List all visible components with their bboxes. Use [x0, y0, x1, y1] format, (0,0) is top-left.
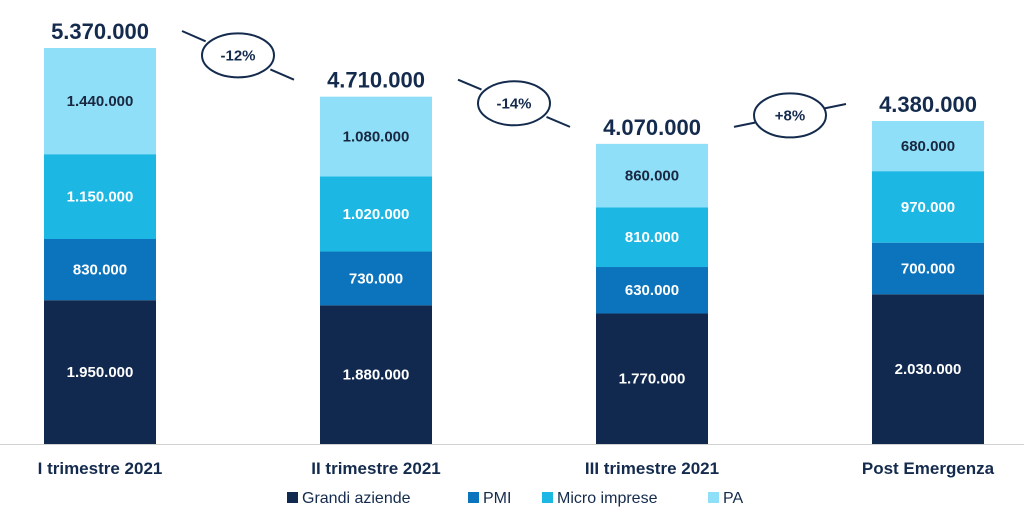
legend-swatch: [287, 492, 298, 503]
segment-value-label: 1.440.000: [67, 93, 134, 110]
category-label: I trimestre 2021: [38, 459, 163, 478]
change-connector: [181, 30, 207, 43]
segment-value-label: 2.030.000: [895, 361, 962, 378]
change-badge: [477, 80, 551, 127]
segment-value-label: 1.150.000: [67, 189, 134, 206]
legend-swatch: [708, 492, 719, 503]
bar-segment: [320, 96, 432, 177]
bar-segment: [596, 313, 708, 444]
change-badge: [201, 32, 275, 79]
segment-value-label: 1.950.000: [67, 364, 134, 381]
change-connector: [824, 103, 847, 110]
bar-segment: [320, 251, 432, 306]
segment-value-label: 1.770.000: [619, 371, 686, 388]
segment-value-label: 1.020.000: [343, 206, 410, 223]
legend-swatch: [468, 492, 479, 503]
total-value-label: 5.370.000: [51, 19, 149, 44]
change-label: -12%: [220, 47, 255, 64]
change-connector: [546, 116, 571, 128]
segment-value-label: 810.000: [625, 229, 679, 246]
bar-segment: [872, 121, 984, 172]
segment-value-label: 680.000: [901, 138, 955, 155]
change-connector: [457, 78, 482, 91]
segment-value-label: 700.000: [901, 260, 955, 277]
bar-segment: [44, 300, 156, 444]
segment-value-label: 830.000: [73, 262, 127, 279]
bar-segment: [596, 207, 708, 268]
legend-label: Micro imprese: [557, 490, 658, 507]
segment-value-label: 630.000: [625, 282, 679, 299]
bar-segment: [44, 238, 156, 301]
segment-value-label: 860.000: [625, 168, 679, 185]
segment-value-label: 970.000: [901, 199, 955, 216]
change-badge: [753, 92, 827, 139]
change-label: -14%: [496, 95, 531, 112]
legend-swatch: [542, 492, 553, 503]
bar-segment: [596, 143, 708, 208]
bar-segment: [320, 305, 432, 444]
bar-segment: [320, 176, 432, 252]
segment-value-label: 1.080.000: [343, 128, 410, 145]
legend-label: PMI: [483, 490, 511, 507]
bar-segment: [872, 242, 984, 295]
bar-segment: [872, 294, 984, 444]
bar-segment: [44, 154, 156, 239]
change-connector: [269, 68, 295, 81]
category-label: III trimestre 2021: [585, 459, 719, 478]
segment-value-label: 730.000: [349, 270, 403, 287]
total-value-label: 4.710.000: [327, 68, 425, 93]
bar-segment: [872, 171, 984, 243]
bar-segment: [596, 267, 708, 314]
total-value-label: 4.380.000: [879, 92, 977, 117]
change-label: +8%: [775, 107, 805, 124]
category-label: Post Emergenza: [862, 459, 995, 478]
total-value-label: 4.070.000: [603, 115, 701, 140]
legend-label: Grandi aziende: [302, 490, 411, 507]
category-label: II trimestre 2021: [311, 459, 440, 478]
segment-value-label: 1.880.000: [343, 367, 410, 384]
bar-segment: [44, 48, 156, 155]
change-connector: [733, 121, 756, 128]
legend-label: PA: [723, 490, 743, 507]
